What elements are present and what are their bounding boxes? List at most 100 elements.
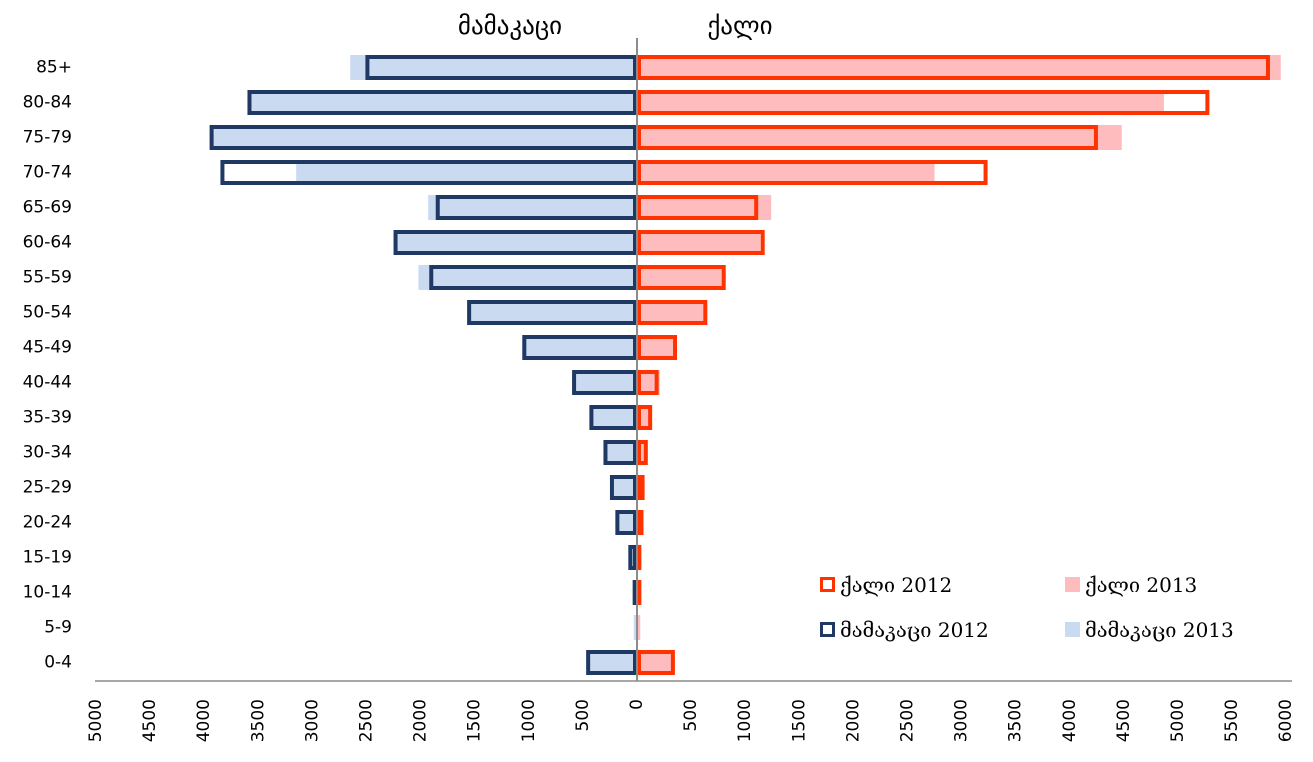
- bar-male-2012-80-84: [247, 90, 637, 115]
- bar-male-2013-40-44: [575, 370, 637, 395]
- y-tick-label: 85+: [36, 58, 72, 78]
- bar-male-2012-20-24: [615, 510, 637, 535]
- y-tick-label: 0-4: [44, 653, 72, 673]
- y-tick-label: 70-74: [23, 163, 72, 183]
- legend-swatch: [1065, 577, 1080, 592]
- x-tick-label: 5500: [1222, 699, 1242, 742]
- bar-female-2013-30-34: [637, 440, 647, 465]
- bar-female-2012-60-64: [637, 230, 765, 255]
- bar-male-2012-15-19: [628, 545, 637, 570]
- title-left: მამაკაცი: [458, 11, 562, 40]
- y-tick-label: 45-49: [23, 338, 72, 358]
- bar-male-2013-25-29: [611, 475, 637, 500]
- x-tick-label: 5000: [1168, 699, 1188, 742]
- bar-female-2013-5-9: [637, 615, 641, 640]
- legend-label: ქალი 2013: [1085, 573, 1197, 597]
- bar-male-2012-45-49: [522, 335, 637, 360]
- x-tick-label: 2500: [898, 699, 918, 742]
- x-tick-label: 3000: [302, 699, 322, 742]
- bar-male-2012-40-44: [572, 370, 638, 395]
- legend-swatch: [820, 622, 835, 637]
- y-tick-label: 20-24: [23, 513, 72, 533]
- bar-male-2012-65-69: [435, 195, 637, 220]
- bar-male-2013-55-59: [418, 265, 637, 290]
- legend-swatch: [1065, 622, 1080, 637]
- x-tick-label: 4500: [1114, 699, 1134, 742]
- y-tick-label: 65-69: [23, 198, 72, 218]
- y-tick-label: 15-19: [23, 548, 72, 568]
- bar-female-2013-50-54: [637, 300, 706, 325]
- legend-label: მამაკაცი 2013: [1085, 618, 1234, 642]
- bar-male-2013-65-69: [428, 195, 637, 220]
- bar-male-2012-25-29: [609, 475, 638, 500]
- bar-female-2012-65-69: [637, 195, 759, 220]
- y-tick-label: 80-84: [23, 93, 72, 113]
- bar-female-2013-65-69: [637, 195, 772, 220]
- bar-male-2012-70-74: [220, 160, 637, 185]
- bar-male-2012-55-59: [429, 265, 638, 290]
- x-tick-label: 3000: [952, 699, 972, 742]
- x-tick-label: 1000: [735, 699, 755, 742]
- bar-female-2012-85+: [637, 55, 1270, 80]
- bar-male-2012-30-34: [603, 440, 638, 465]
- bar-male-2013-5-9: [633, 615, 637, 640]
- legend-label: მამაკაცი 2012: [840, 618, 989, 642]
- bar-female-2013-45-49: [637, 335, 676, 360]
- bar-male-2013-70-74: [296, 160, 637, 185]
- bar-female-2012-20-24: [637, 510, 644, 535]
- y-tick-label: 30-34: [23, 443, 72, 463]
- bar-male-2013-85+: [350, 55, 637, 80]
- x-tick-label: 2000: [411, 699, 431, 742]
- bar-female-2013-70-74: [637, 160, 935, 185]
- bar-male-2012-50-54: [467, 300, 637, 325]
- x-tick-label: 3500: [1006, 699, 1026, 742]
- legend-swatch: [820, 577, 835, 592]
- x-tick-label: 0: [627, 699, 647, 710]
- x-tick-label: 1000: [519, 699, 539, 742]
- x-tick-label: 2000: [843, 699, 863, 742]
- bars-2012-group: [209, 55, 1270, 675]
- x-tick-label: 3500: [248, 699, 268, 742]
- x-tick-label: 4000: [1060, 699, 1080, 742]
- bar-male-2013-45-49: [522, 335, 637, 360]
- bar-female-2013-75-79: [637, 125, 1122, 150]
- bar-male-2013-50-54: [467, 300, 637, 325]
- y-tick-label: 5-9: [44, 618, 72, 638]
- bar-female-2013-80-84: [637, 90, 1164, 115]
- bar-female-2012-55-59: [637, 265, 726, 290]
- bar-male-2013-35-39: [591, 405, 637, 430]
- legend: ქალი 2012 ქალი 2013 მამაკაცი 2012 მამაკაცი …: [820, 573, 1234, 642]
- bar-male-2013-0-4: [588, 650, 637, 675]
- y-tick-label: 75-79: [23, 128, 72, 148]
- bar-female-2012-50-54: [637, 300, 708, 325]
- x-tick-label: 500: [681, 699, 701, 731]
- bar-male-2013-80-84: [247, 90, 638, 115]
- bar-female-2012-30-34: [637, 440, 648, 465]
- legend-label: ქალი 2012: [840, 573, 952, 597]
- y-tick-label: 60-64: [23, 233, 72, 253]
- bar-male-2012-35-39: [589, 405, 638, 430]
- bar-female-2013-40-44: [637, 370, 660, 395]
- title-right: ქალი: [707, 11, 772, 40]
- bars-2013-group: [209, 55, 1281, 675]
- bar-female-2012-70-74: [637, 160, 988, 185]
- y-axis: 0-4 5-9 10-14 15-19 20-24 25-29 30-34 35-39 40-4…: [23, 58, 72, 673]
- bar-female-2013-0-4: [637, 650, 675, 675]
- bar-male-2013-60-64: [394, 230, 637, 255]
- y-tick-label: 40-44: [23, 373, 72, 393]
- x-tick-label: 5000: [86, 699, 106, 742]
- bar-male-2013-20-24: [616, 510, 637, 535]
- y-tick-label: 55-59: [23, 268, 72, 288]
- y-tick-label: 50-54: [23, 303, 72, 323]
- x-tick-label: 1500: [789, 699, 809, 742]
- bar-female-2012-35-39: [637, 405, 653, 430]
- bar-male-2012-85+: [365, 55, 637, 80]
- y-tick-label: 35-39: [23, 408, 72, 428]
- bar-male-2013-75-79: [209, 125, 638, 150]
- bar-female-2013-55-59: [637, 265, 723, 290]
- bar-male-2012-75-79: [209, 125, 638, 150]
- x-tick-label: 4500: [140, 699, 160, 742]
- bar-female-2012-0-4: [637, 650, 675, 675]
- bar-female-2012-80-84: [637, 90, 1210, 115]
